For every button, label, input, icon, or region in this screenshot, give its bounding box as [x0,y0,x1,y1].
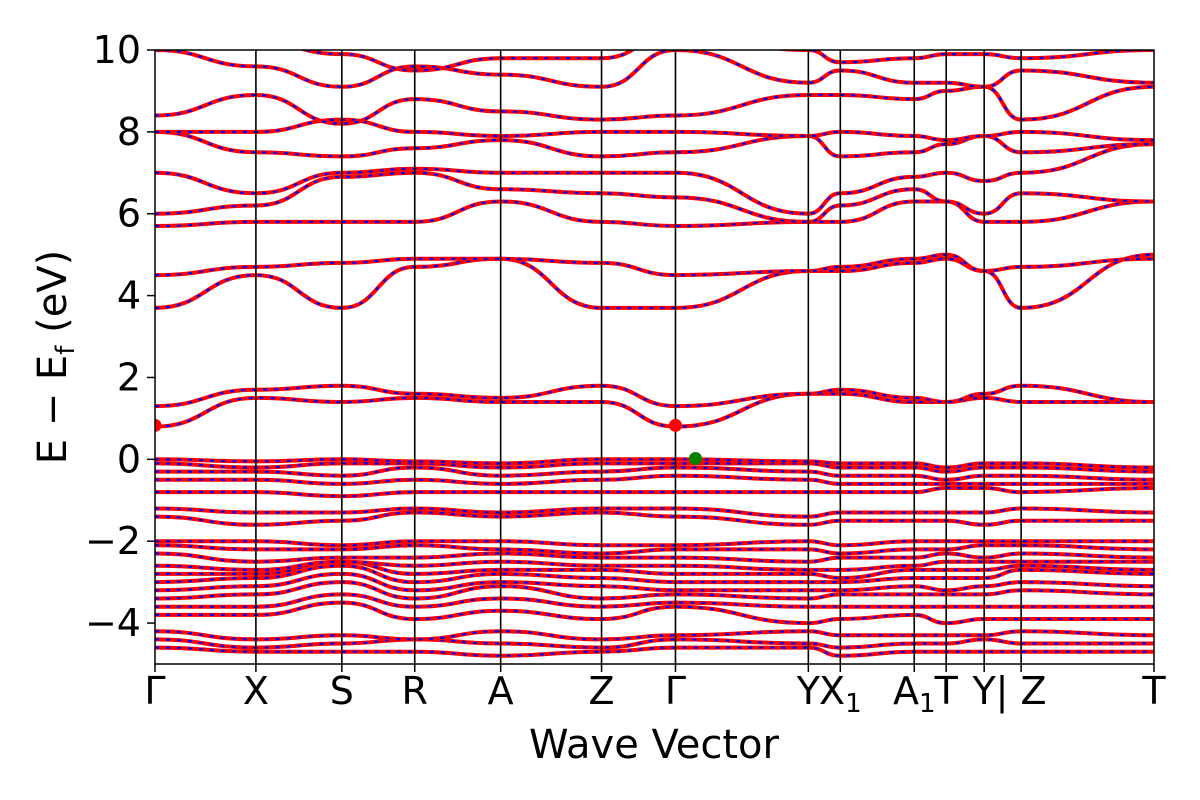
band-line [155,391,1154,429]
marker-vbm [688,452,702,466]
x-tick-label-main: T [1141,669,1166,713]
x-tick-label: Γ [144,669,165,713]
y-tick-label: 6 [117,192,141,236]
y-axis-title: E − Ef (eV) [30,250,81,465]
y-tick-label: 4 [117,274,141,318]
marker-cbm-left [155,418,162,432]
band-line [298,50,1154,73]
x-tick-label: S [330,669,354,713]
x-tick-label-sub: 1 [919,689,936,719]
x-tick-label-main: Y [972,669,997,713]
x-tick-label: A [488,669,514,713]
x-tick-label: Y [796,669,821,713]
x-tick-label: R [402,669,428,713]
y-tick-label: 0 [117,437,141,481]
band-line-dashed [155,486,1154,498]
x-tick-label-main: X [819,669,845,713]
x-tick-label: T [1141,669,1166,713]
y-axis-title-unit: (eV) [30,250,76,346]
y-axis-title-sub: f [51,345,81,355]
x-tick-label: A1 [893,669,936,719]
y-tick-label: 8 [117,110,141,154]
x-tick-label: Γ [665,669,686,713]
band-line [155,84,1154,126]
band-line-dashed [155,171,1154,224]
x-tick-label-main: A [893,669,919,713]
marker-cbm-gamma [668,418,682,432]
bands-layer [155,50,1154,658]
y-tick-label: 2 [117,355,141,399]
y-tick-label: 10 [93,28,141,72]
band-line-dashed [302,50,1154,72]
x-tick-label: Y [972,669,997,713]
x-tick-label: T [934,669,959,713]
band-line-dashed [155,50,1154,88]
extremum-markers [155,418,702,466]
x-tick-label: X [243,669,269,713]
band-line [155,486,1154,499]
band-line [155,629,1154,642]
plot-frame [154,49,1155,665]
band-line-dashed [155,392,1154,428]
x-tick-label: | Z [996,669,1047,714]
x-tick-label-sub: 1 [845,689,862,719]
x-tick-label-main: Z [589,669,615,713]
x-tick-label-main: Y [796,669,821,713]
x-tick-label-main: Γ [665,669,686,713]
x-tick-label-main: T [934,669,959,713]
x-tick-label: Z [589,669,615,713]
x-axis-title: Wave Vector [529,722,780,768]
x-tick-label-main: Γ [144,669,165,713]
x-tick-label-main: | Z [996,669,1047,714]
x-tick-label-main: R [402,669,428,713]
y-axis-ticks: −4 −2 0 2 4 6 8 10 [85,28,155,645]
x-tick-label-main: S [330,669,354,713]
y-axis-title-main: E − E [30,355,76,465]
x-tick-label: X1 [819,669,862,719]
band-line-dashed [155,466,1154,481]
band-line [155,645,1154,658]
band-line [155,252,1154,278]
y-tick-label: −2 [85,519,141,563]
band-line [155,199,1154,229]
x-tick-label-main: A [488,669,514,713]
band-line [155,117,1154,143]
kpoint-lines [255,50,1022,664]
x-tick-label-main: X [243,669,269,713]
y-tick-label: −4 [85,601,141,645]
